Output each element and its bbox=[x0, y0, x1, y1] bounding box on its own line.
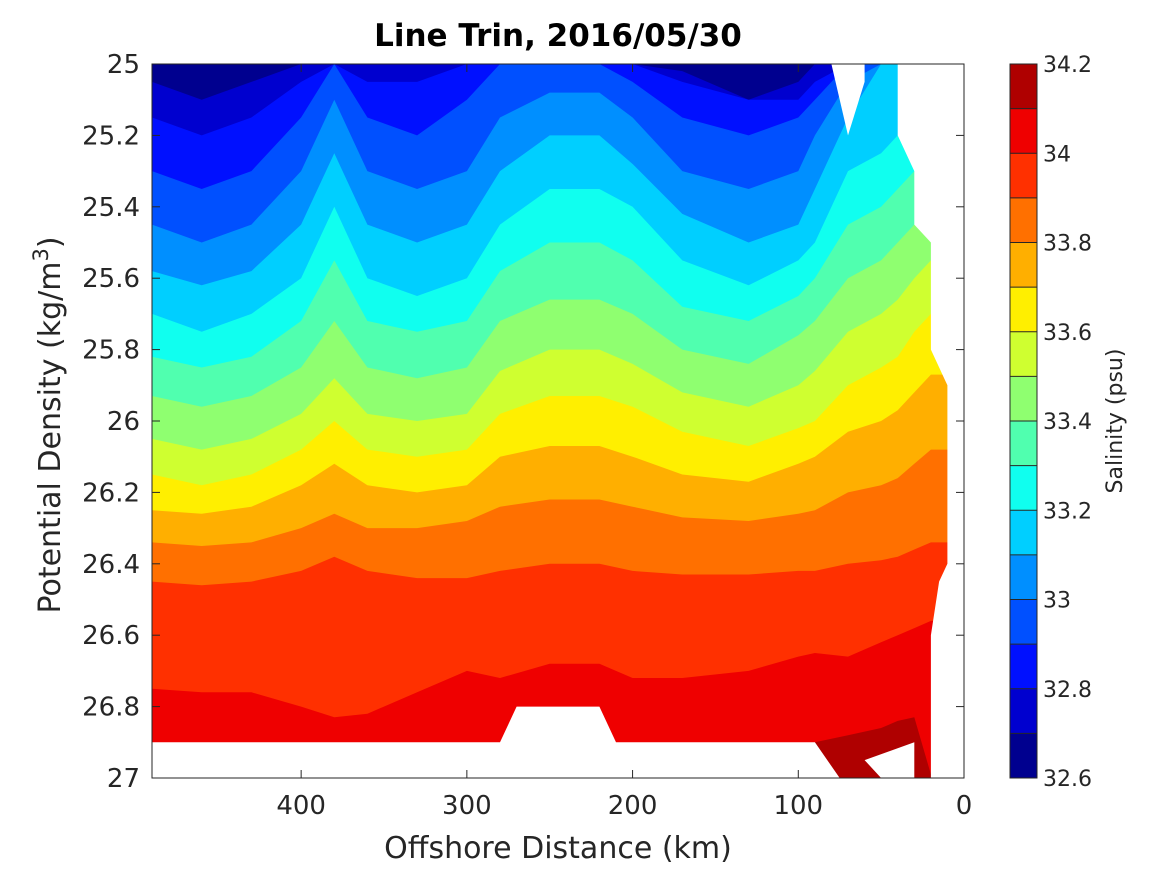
colorbar-swatch bbox=[1010, 376, 1037, 422]
plot-area bbox=[151, 63, 965, 779]
y-axis: 25 25.2 25.4 25.6 25.8 26 26.2 26.4 26.6 26.8 27 bbox=[82, 50, 964, 794]
y-tick-label: 26.6 bbox=[82, 621, 140, 651]
x-tick-label: 200 bbox=[608, 791, 658, 821]
contour-band bbox=[152, 620, 964, 778]
colorbar-swatch bbox=[1010, 153, 1037, 199]
no-data-region bbox=[152, 706, 840, 778]
colorbar-swatch bbox=[1010, 108, 1037, 154]
colorbar-tick-label: 33.4 bbox=[1043, 410, 1092, 435]
colorbar-tick-label: 33.8 bbox=[1043, 232, 1092, 257]
y-tick-label: 27 bbox=[107, 764, 140, 794]
colorbar-swatch bbox=[1010, 599, 1037, 645]
chart-title: Line Trin, 2016/05/30 bbox=[374, 18, 742, 54]
colorbar-tick-label: 34.2 bbox=[1043, 53, 1092, 78]
colorbar-swatch bbox=[1010, 64, 1037, 110]
no-data-region bbox=[897, 64, 964, 778]
no-data-region bbox=[831, 64, 865, 136]
y-tick-label: 25.4 bbox=[82, 193, 140, 223]
colorbar-tick-label: 33.2 bbox=[1043, 499, 1092, 524]
colorbar-swatch bbox=[1010, 287, 1037, 333]
colorbar-tick-label: 32.8 bbox=[1043, 678, 1092, 703]
x-axis-label: Offshore Distance (km) bbox=[384, 831, 732, 866]
colorbar-swatch bbox=[1010, 465, 1037, 511]
y-tick-label: 25 bbox=[107, 50, 140, 80]
colorbar-swatch bbox=[1010, 242, 1037, 288]
x-tick-label: 300 bbox=[442, 791, 492, 821]
y-axis-label: Potential Density (kg/m3) bbox=[29, 236, 68, 613]
x-tick-label: 0 bbox=[956, 791, 973, 821]
colorbar-tick-label: 32.6 bbox=[1043, 767, 1092, 792]
colorbar: 32.6 32.8 33 33.2 33.4 33.6 33.8 34 34.2 bbox=[1009, 53, 1092, 792]
y-tick-label: 26.4 bbox=[82, 550, 140, 580]
x-tick-label: 400 bbox=[276, 791, 326, 821]
y-tick-label: 26 bbox=[107, 407, 140, 437]
colorbar-swatch bbox=[1010, 197, 1037, 243]
y-tick-label: 25.2 bbox=[82, 121, 140, 151]
y-tick-label: 25.8 bbox=[82, 336, 140, 366]
colorbar-tick-label: 33 bbox=[1043, 589, 1071, 614]
x-axis: 400 300 200 100 0 bbox=[276, 64, 972, 821]
y-tick-label: 26.2 bbox=[82, 478, 140, 508]
colorbar-swatch bbox=[1010, 421, 1037, 467]
colorbar-tick-label: 34 bbox=[1043, 142, 1071, 167]
colorbar-label: Salinity (psu) bbox=[1103, 349, 1128, 494]
colorbar-swatch bbox=[1010, 510, 1037, 556]
colorbar-tick-label: 33.6 bbox=[1043, 321, 1092, 346]
y-tick-label: 26.8 bbox=[82, 693, 140, 723]
colorbar-swatch bbox=[1010, 331, 1037, 377]
colorbar-swatch bbox=[1010, 733, 1037, 779]
x-tick-label: 100 bbox=[773, 791, 823, 821]
y-tick-label: 25.6 bbox=[82, 264, 140, 294]
colorbar-swatch bbox=[1010, 688, 1037, 734]
colorbar-frame bbox=[1009, 63, 1038, 779]
no-data-region bbox=[864, 742, 915, 778]
colorbar-swatch bbox=[1010, 644, 1037, 690]
colorbar-swatch bbox=[1010, 554, 1037, 600]
